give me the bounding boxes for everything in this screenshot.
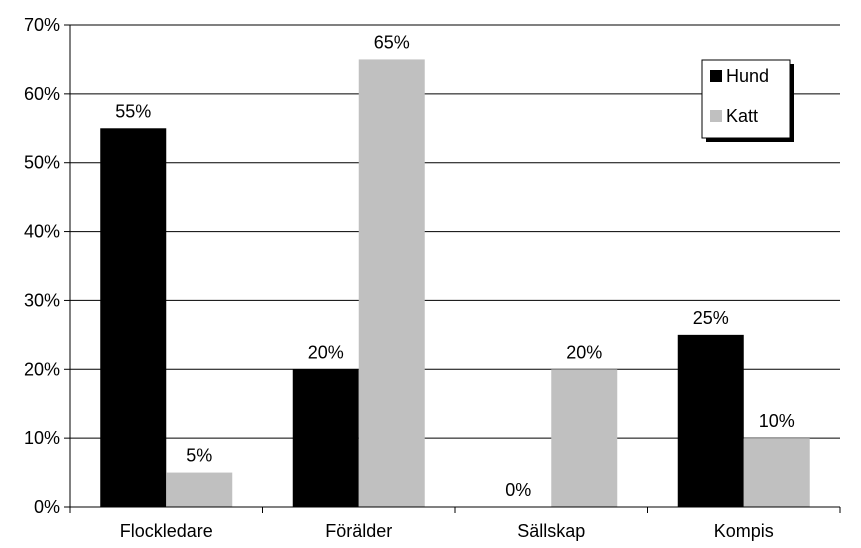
x-category-label: Flockledare — [120, 521, 213, 541]
data-label-hund: 55% — [115, 101, 151, 121]
data-label-katt: 5% — [186, 446, 212, 466]
data-label-hund: 0% — [505, 480, 531, 500]
y-tick-label: 0% — [34, 497, 60, 517]
y-axis-ticks: 0% 10% 20% 30% 40% 50% 60% 70% — [24, 15, 70, 517]
data-label-hund: 25% — [693, 308, 729, 328]
x-category-label: Sällskap — [517, 521, 585, 541]
x-category-label: Förälder — [325, 521, 392, 541]
y-tick-label: 70% — [24, 15, 60, 35]
data-label-katt: 10% — [759, 411, 795, 431]
data-labels: 55% 5% 20% 65% 0% 20% 25% 10% — [115, 32, 795, 500]
legend-swatch-katt — [710, 110, 722, 122]
gridlines — [70, 24, 840, 439]
x-axis-ticks: Flockledare Förälder Sällskap Kompis — [69, 507, 841, 541]
bars — [100, 59, 810, 508]
y-tick-label: 60% — [24, 84, 60, 104]
data-label-katt: 20% — [566, 342, 602, 362]
data-label-hund: 20% — [308, 342, 344, 362]
legend-label-hund: Hund — [726, 66, 769, 86]
bar-katt — [358, 59, 425, 508]
y-tick-label: 10% — [24, 428, 60, 448]
bar-hund — [100, 128, 167, 508]
legend-label-katt: Katt — [726, 106, 758, 126]
bar-hund — [677, 334, 744, 507]
bar-katt — [743, 438, 810, 507]
data-label-katt: 65% — [374, 32, 410, 52]
legend: Hund Katt — [701, 59, 794, 142]
bar-katt — [166, 472, 233, 507]
y-tick-label: 50% — [24, 153, 60, 173]
y-tick-label: 30% — [24, 290, 60, 310]
bar-katt — [551, 369, 618, 507]
y-tick-label: 40% — [24, 222, 60, 242]
x-category-label: Kompis — [714, 521, 774, 541]
bar-hund — [292, 369, 359, 507]
y-tick-label: 20% — [24, 359, 60, 379]
legend-swatch-hund — [710, 70, 722, 82]
